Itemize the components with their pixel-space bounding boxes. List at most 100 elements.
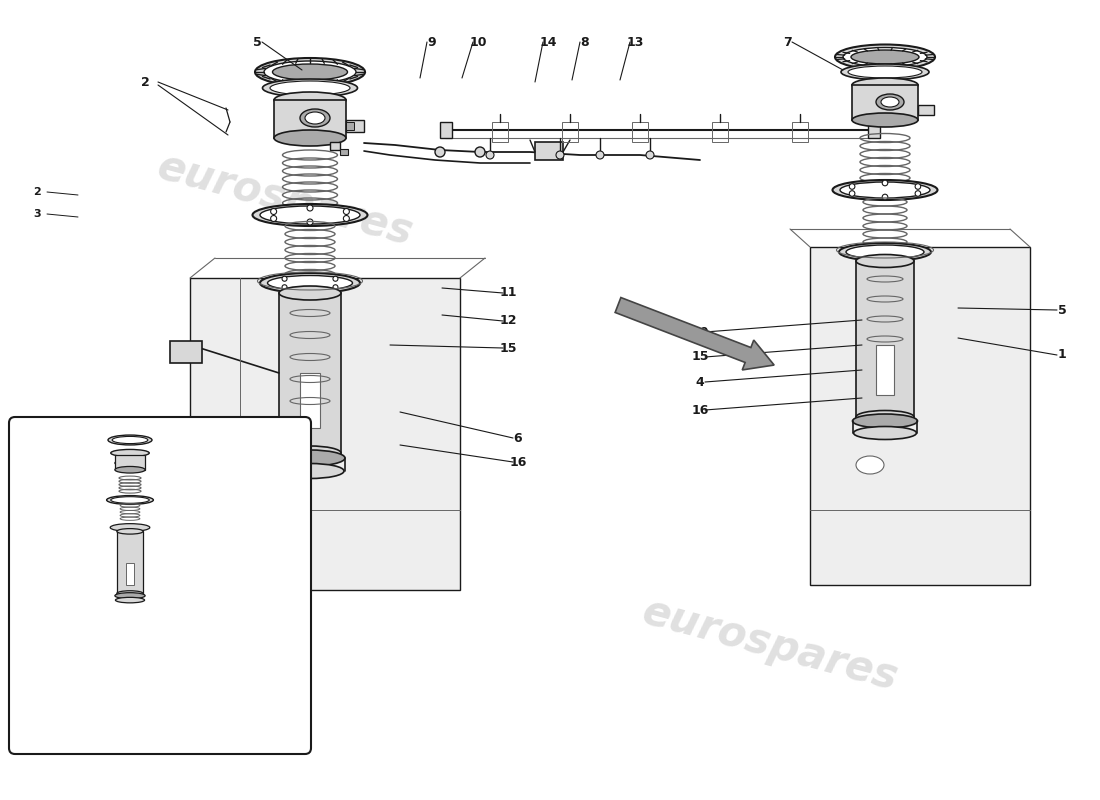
Ellipse shape [852,414,917,428]
Text: 12: 12 [499,314,517,327]
Ellipse shape [114,593,145,598]
Circle shape [882,194,888,200]
Text: 7: 7 [782,35,791,49]
Text: 10: 10 [691,326,708,338]
Circle shape [343,209,350,214]
Circle shape [434,147,446,157]
Bar [712,122,728,142]
Text: 8: 8 [581,35,590,49]
Circle shape [333,285,338,290]
Bar [856,261,914,417]
Ellipse shape [305,112,324,124]
Circle shape [849,190,855,196]
Circle shape [486,151,494,159]
FancyArrow shape [615,298,774,370]
Text: 16: 16 [509,455,527,469]
Bar [535,142,563,160]
Circle shape [556,151,564,159]
Ellipse shape [117,529,143,534]
Bar [116,455,145,470]
Ellipse shape [835,45,935,70]
Bar [274,100,346,138]
Circle shape [849,184,855,190]
Text: eurospares: eurospares [153,146,418,254]
Text: 5: 5 [1057,303,1066,317]
Bar [300,373,320,428]
Ellipse shape [107,495,153,504]
Circle shape [307,219,314,225]
Ellipse shape [112,437,147,443]
Bar [792,122,808,142]
Ellipse shape [263,79,358,97]
Bar [279,293,341,453]
Bar [562,122,578,142]
Text: 11: 11 [499,286,517,299]
Ellipse shape [851,50,918,64]
Ellipse shape [260,206,360,224]
Ellipse shape [111,450,150,457]
Circle shape [307,205,314,211]
Ellipse shape [279,286,341,300]
Ellipse shape [856,410,914,423]
Ellipse shape [264,61,356,83]
Circle shape [333,276,338,282]
Circle shape [282,276,287,282]
Ellipse shape [274,92,346,108]
Ellipse shape [881,97,899,107]
Polygon shape [810,247,1030,585]
Ellipse shape [854,426,916,439]
Ellipse shape [260,273,360,293]
FancyBboxPatch shape [9,417,311,754]
Text: 2: 2 [141,75,150,89]
Circle shape [282,285,287,290]
Ellipse shape [276,463,344,478]
Text: Cylindrical float: Cylindrical float [92,735,228,750]
Ellipse shape [843,47,927,66]
Ellipse shape [110,524,150,531]
Polygon shape [190,278,460,590]
Ellipse shape [114,466,145,473]
Ellipse shape [833,180,937,200]
Circle shape [646,151,654,159]
Ellipse shape [226,540,255,560]
Text: 5: 5 [253,35,262,49]
Text: 4: 4 [695,375,704,389]
Ellipse shape [226,460,255,480]
Ellipse shape [270,81,350,95]
Bar [346,120,364,132]
Text: 1: 1 [1057,349,1066,362]
Text: 2: 2 [33,187,41,197]
Ellipse shape [842,64,930,80]
Bar [340,149,348,155]
Text: 9: 9 [428,35,437,49]
Text: eurospares: eurospares [638,590,902,699]
Circle shape [596,151,604,159]
Bar [117,531,143,594]
Ellipse shape [852,113,918,127]
Ellipse shape [852,78,918,92]
Bar [492,122,508,142]
Text: 14: 14 [539,35,557,49]
Ellipse shape [273,64,348,80]
Ellipse shape [876,94,904,110]
Text: 10: 10 [470,35,486,49]
Bar [85,550,96,558]
Bar [440,122,452,138]
Circle shape [271,215,276,222]
Circle shape [882,180,888,186]
Ellipse shape [856,254,914,267]
Bar [330,142,340,150]
Ellipse shape [848,66,922,78]
Ellipse shape [108,435,152,445]
Bar [868,122,880,138]
Ellipse shape [856,456,884,474]
Circle shape [475,147,485,157]
Bar [126,563,134,586]
Bar [170,341,202,363]
Ellipse shape [279,446,341,460]
Ellipse shape [300,109,330,127]
Text: 3: 3 [33,209,41,219]
Ellipse shape [840,182,929,198]
Ellipse shape [255,58,365,86]
Ellipse shape [253,204,367,226]
